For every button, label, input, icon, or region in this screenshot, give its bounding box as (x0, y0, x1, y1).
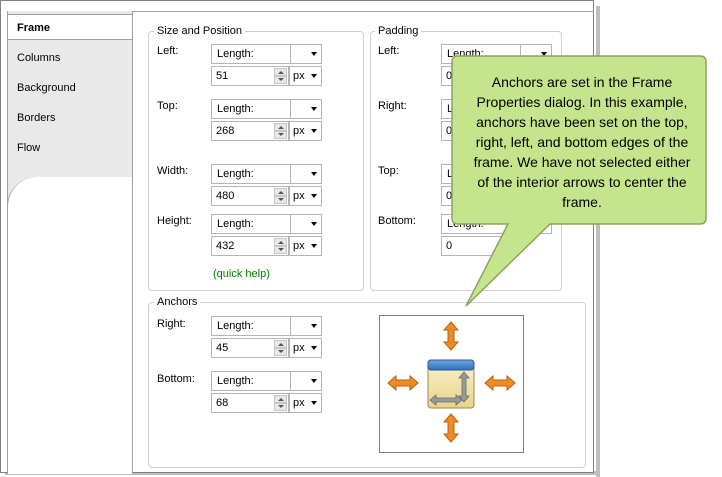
chevron-down-icon (311, 379, 317, 383)
quick-help-link[interactable]: (quick help) (213, 268, 270, 280)
width-type-select[interactable]: Length: (211, 164, 322, 184)
width-value: 480 (216, 190, 235, 202)
chevron-down-icon (311, 324, 317, 328)
width-unit: px (293, 190, 305, 202)
chevron-down-icon (311, 172, 317, 176)
frame-shadow (596, 6, 600, 477)
width-type-value: Length: (217, 168, 254, 180)
chevron-down-icon (311, 222, 317, 226)
top-label: Top: (157, 100, 178, 112)
spinner-icon[interactable] (274, 340, 287, 356)
padding-bottom-value: 0 (446, 240, 453, 252)
anchor-picker (379, 315, 524, 453)
top-unit-select[interactable]: px (289, 121, 322, 141)
padding-top-value: 0 (446, 190, 453, 202)
width-value-input[interactable]: 480 (211, 186, 289, 206)
height-unit: px (293, 240, 305, 252)
anchor-bottom-type-value: Length: (217, 375, 254, 387)
height-label: Height: (157, 215, 192, 227)
callout-text: Anchors are set in the Frame Properties … (473, 74, 691, 210)
padding-top-label: Top: (378, 165, 399, 177)
anchor-right-type-value: Length: (217, 320, 254, 332)
left-type-value: Length: (217, 48, 254, 60)
anchor-right-unit: px (293, 342, 305, 354)
top-type-value: Length: (217, 103, 254, 115)
left-type-select[interactable]: Length: (211, 44, 322, 64)
chevron-down-icon (311, 244, 317, 248)
spinner-icon[interactable] (274, 238, 287, 254)
anchor-right-type-select[interactable]: Length: (211, 316, 322, 336)
chevron-down-icon (311, 129, 317, 133)
spinner-icon[interactable] (274, 68, 287, 84)
padding-right-value: 0 (446, 125, 453, 137)
anchor-right-label: Right: (157, 318, 186, 330)
anchor-bottom-type-select[interactable]: Length: (211, 371, 322, 391)
height-type-select[interactable]: Length: (211, 214, 322, 234)
padding-left-label: Left: (378, 45, 400, 57)
anchor-top-arrow-icon[interactable] (442, 321, 460, 351)
height-unit-select[interactable]: px (289, 236, 322, 256)
anchor-bottom-unit-select[interactable]: px (289, 393, 322, 413)
divider (132, 11, 594, 12)
height-value: 432 (216, 240, 235, 252)
anchor-right-value-input[interactable]: 45 (211, 338, 289, 358)
center-vertical-arrow-icon[interactable] (458, 371, 470, 403)
tab-columns[interactable]: Columns (17, 52, 61, 64)
anchor-bottom-unit: px (293, 397, 305, 409)
chevron-down-icon (311, 107, 317, 111)
left-label: Left: (157, 45, 179, 57)
anchors-group (148, 302, 586, 468)
frame-shadow (5, 471, 600, 475)
height-value-input[interactable]: 432 (211, 236, 289, 256)
anchors-legend: Anchors (154, 296, 201, 308)
tab-strip-end (7, 177, 132, 474)
chevron-down-icon (311, 194, 317, 198)
anchor-right-value: 45 (216, 342, 229, 354)
top-value-input[interactable]: 268 (211, 121, 289, 141)
spinner-icon[interactable] (274, 188, 287, 204)
divider (132, 11, 133, 474)
tab-flow[interactable]: Flow (17, 142, 41, 154)
spinner-icon[interactable] (274, 395, 287, 411)
chevron-down-icon (311, 346, 317, 350)
anchor-bottom-value: 68 (216, 397, 229, 409)
tab-frame[interactable]: Frame (8, 14, 132, 40)
callout-bubble (451, 55, 707, 307)
tab-background[interactable]: Background (17, 82, 76, 94)
height-type-value: Length: (217, 218, 254, 230)
anchor-left-arrow-icon[interactable] (387, 374, 419, 392)
padding-left-value: 0 (446, 70, 453, 82)
anchor-bottom-value-input[interactable]: 68 (211, 393, 289, 413)
padding-legend: Padding (375, 25, 422, 37)
anchor-right-arrow-icon[interactable] (484, 374, 516, 392)
anchor-bottom-label: Bottom: (157, 373, 195, 385)
left-value: 51 (216, 70, 229, 82)
spinner-icon[interactable] (274, 123, 287, 139)
anchor-right-unit-select[interactable]: px (289, 338, 322, 358)
chevron-down-icon (541, 52, 547, 56)
top-value: 268 (216, 125, 235, 137)
size-position-group (148, 31, 364, 291)
left-value-input[interactable]: 51 (211, 66, 289, 86)
anchor-bottom-arrow-icon[interactable] (442, 413, 460, 443)
tab-borders[interactable]: Borders (17, 112, 56, 124)
center-horizontal-arrow-icon[interactable] (429, 394, 463, 406)
width-unit-select[interactable]: px (289, 186, 322, 206)
size-position-legend: Size and Position (154, 25, 245, 37)
left-unit: px (293, 70, 305, 82)
top-type-select[interactable]: Length: (211, 99, 322, 119)
chevron-down-icon (311, 74, 317, 78)
chevron-down-icon (311, 52, 317, 56)
chevron-down-icon (311, 401, 317, 405)
anchor-diagram (387, 321, 516, 443)
left-unit-select[interactable]: px (289, 66, 322, 86)
padding-bottom-label: Bottom: (378, 215, 416, 227)
width-label: Width: (157, 165, 189, 177)
padding-right-label: Right: (378, 100, 407, 112)
top-unit: px (293, 125, 305, 137)
